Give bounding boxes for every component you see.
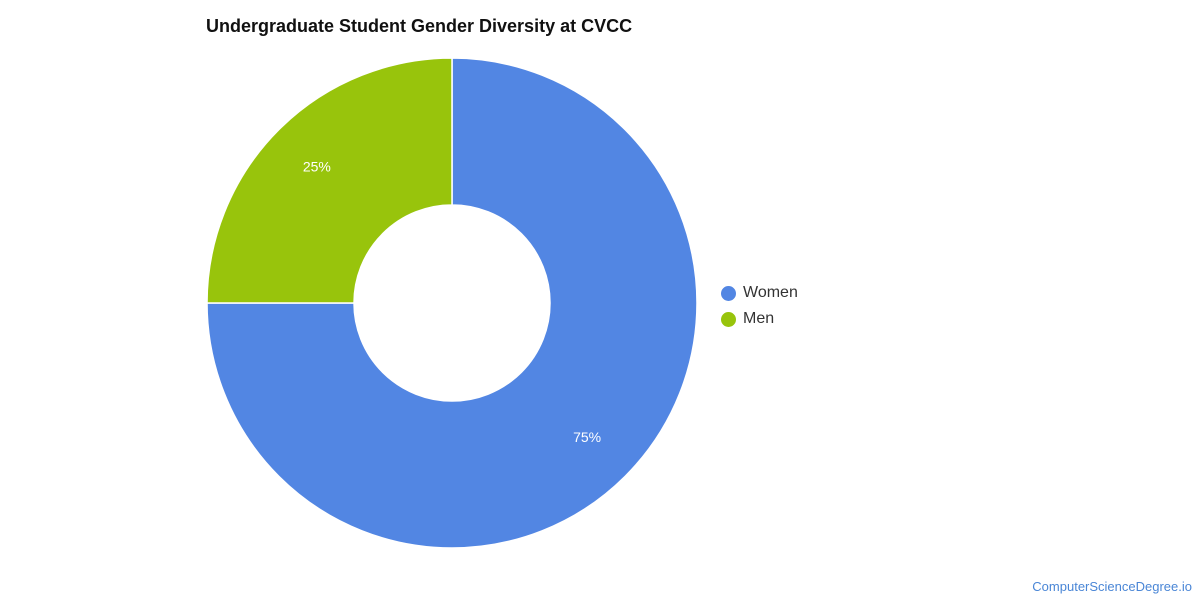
slice-women[interactable] [206, 57, 698, 549]
legend-swatch-men [721, 311, 736, 327]
data-label-men: 25% [303, 159, 331, 175]
legend-label-men: Men [743, 310, 775, 327]
legend: Women Men [721, 280, 798, 332]
legend-swatch-women [721, 285, 736, 301]
watermark-link[interactable]: ComputerScienceDegree.io [1032, 579, 1192, 594]
legend-item-women[interactable]: Women [721, 280, 798, 306]
legend-item-men[interactable]: Men [721, 306, 798, 332]
legend-label-women: Women [743, 284, 798, 301]
slice-men[interactable] [206, 57, 453, 304]
data-label-women: 75% [573, 429, 601, 445]
chart-title: Undergraduate Student Gender Diversity a… [206, 16, 633, 36]
